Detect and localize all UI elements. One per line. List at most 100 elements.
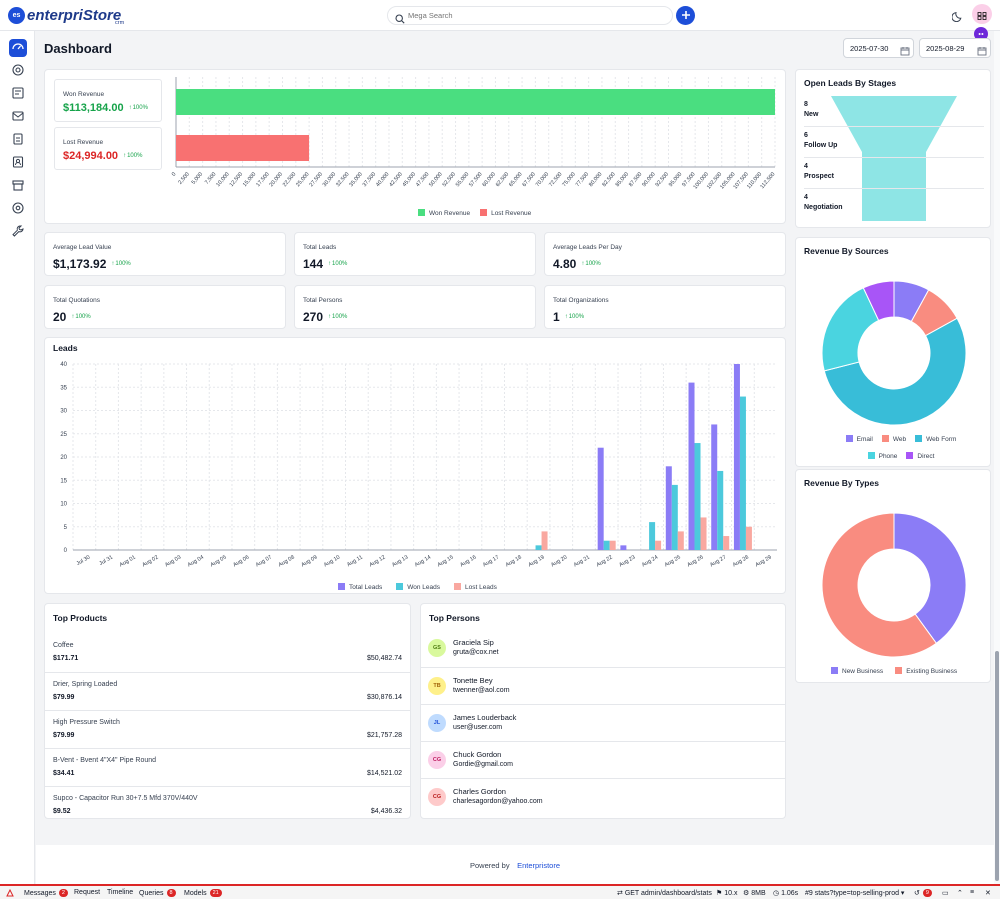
chevron-up-icon[interactable]: ⌃ (957, 890, 963, 897)
stat-value: 20 (53, 310, 67, 324)
funnel-stage: 6 Follow Up (804, 132, 984, 160)
product-row[interactable]: Supco - Capacitor Run 30+7.5 Mfd 370V/44… (45, 786, 410, 824)
x-tick-label: 70,000 (535, 171, 550, 188)
product-row[interactable]: Coffee $171.71 $50,482.74 (45, 634, 410, 672)
up-arrow-icon: ↑ (128, 105, 132, 111)
person-row[interactable]: TB Tonette Bey twenner@aol.com (421, 667, 786, 704)
close-icon[interactable]: ✕ (985, 890, 991, 897)
stage-count: 4 (804, 163, 808, 170)
date-to-field[interactable]: 2025-08-29 (919, 38, 991, 58)
person-row[interactable]: CG Chuck Gordon Gordie@gmail.com (421, 741, 786, 778)
footer-link[interactable]: Enterpristore (517, 861, 560, 870)
x-tick-label: Aug 01 (119, 555, 137, 569)
person-name: Tonette Bey (453, 676, 493, 685)
sidebar-item-settings[interactable] (9, 201, 27, 219)
mail-icon (11, 109, 25, 128)
legend-item: Web (881, 435, 906, 443)
avatar: TB (428, 677, 446, 695)
legend-total-leads: Total Leads (338, 583, 382, 591)
x-tick-label: 25,000 (295, 171, 310, 188)
x-tick-label: 40,000 (375, 171, 390, 188)
open-leads-title: Open Leads By Stages (804, 78, 897, 88)
stat-pct: 100% (568, 314, 585, 320)
leads-bar (535, 545, 542, 550)
legend-label: Existing Business (906, 668, 958, 675)
app-logo[interactable]: es enterpriStore crm (8, 5, 124, 26)
donut-slice (862, 280, 895, 322)
sidebar-item-products[interactable] (9, 178, 27, 196)
x-tick-label: 2,500 (177, 171, 190, 185)
debugbar-timeline-tab[interactable]: Timeline (107, 889, 134, 896)
debugbar-models-tab[interactable]: Models 21 (184, 889, 222, 897)
plus-icon (681, 7, 691, 25)
stage-count: 4 (804, 194, 808, 201)
person-row[interactable]: GS Graciela Sip gruta@cox.net (421, 630, 786, 667)
stage-divider (804, 126, 984, 127)
debugbar-history[interactable]: ↺ 9 (914, 889, 932, 897)
debugbar-time: ◷ 1.06s (773, 890, 799, 897)
product-row[interactable]: B-Vent - Bvent 4"X4" Pipe Round $34.41 $14… (45, 748, 410, 786)
sidebar-item-contacts[interactable] (9, 155, 27, 173)
x-tick-label: Jul 30 (76, 555, 92, 568)
x-tick-label: Aug 05 (210, 555, 228, 569)
x-tick-label: Aug 09 (300, 555, 318, 569)
x-tick-label: 32,500 (335, 171, 350, 188)
folder-icon[interactable]: ▭ (942, 890, 949, 897)
won-revenue-label: Won Revenue (63, 91, 105, 98)
debugbar-messages-tab[interactable]: Messages 2 (24, 889, 68, 897)
x-tick-label: 72,500 (548, 171, 563, 188)
top-persons-title: Top Persons (429, 613, 480, 623)
person-row[interactable]: JL James Louderback user@user.com (421, 704, 786, 741)
product-revenue: $4,436.32 (370, 808, 402, 815)
mega-search-box[interactable] (387, 6, 673, 25)
stat-value-row: 4.80 ↑ 100% (553, 257, 601, 271)
funnel-stage: 8 New (804, 101, 984, 129)
legend-item: Direct (906, 452, 934, 460)
x-tick-label: Aug 24 (641, 555, 659, 569)
stat-value: 1 (553, 310, 560, 324)
product-row[interactable]: High Pressure Switch $79.99 $21,757.28 (45, 710, 410, 748)
person-row[interactable]: CG Charles Gordon charlesagordon@yahoo.com (421, 778, 786, 815)
sidebar-item-mail[interactable] (9, 109, 27, 127)
page-scrollbar[interactable] (994, 31, 1000, 884)
x-tick-label: Aug 19 (527, 555, 545, 569)
stage-count: 6 (804, 132, 808, 139)
quote-icon (11, 86, 25, 105)
sidebar-item-activities[interactable] (9, 132, 27, 150)
x-tick-label: 90,000 (641, 171, 656, 188)
x-tick-label: Aug 23 (618, 555, 636, 569)
dark-mode-toggle[interactable] (951, 9, 964, 23)
date-from-value: 2025-07-30 (850, 44, 889, 53)
legend-swatch (895, 667, 903, 674)
product-name: B-Vent - Bvent 4"X4" Pipe Round (53, 757, 157, 764)
top-products-card: Top Products Coffee $171.71 $50,482.74 Drie… (44, 603, 411, 819)
debugbar-queries-tab[interactable]: Queries 8 (139, 889, 176, 897)
debugbar-request-select[interactable]: #9 stats?type=top-selling-prod ▾ (805, 890, 905, 897)
won-revenue-value: $113,184.00 (63, 102, 124, 114)
search-input[interactable] (408, 9, 658, 22)
apps-grid-button[interactable] (972, 4, 992, 24)
person-name: Graciela Sip (453, 638, 494, 647)
sidebar-item-dashboard[interactable] (9, 39, 27, 57)
sidebar-item-leads[interactable] (9, 63, 27, 81)
legend-label: New Business (842, 668, 884, 675)
debugbar-request-tab[interactable]: Request (74, 889, 101, 896)
debugbar-logo-icon[interactable] (5, 888, 15, 899)
x-tick-label: 62,500 (495, 171, 510, 188)
product-row[interactable]: Drier, Spring Loaded $79.99 $30,876.14 (45, 672, 410, 710)
legend-label: Web Form (926, 436, 957, 443)
quick-create-button[interactable] (676, 6, 695, 25)
menu-icon[interactable]: ≡ (970, 889, 975, 896)
search-icon (395, 11, 405, 29)
sidebar-item-configuration[interactable] (9, 224, 27, 242)
scrollbar-thumb[interactable] (995, 651, 999, 881)
person-name: James Louderback (453, 713, 517, 722)
legend-lost-leads: Lost Leads (454, 583, 497, 591)
product-revenue: $50,482.74 (366, 655, 402, 662)
types-legend: New Business Existing Business (831, 667, 957, 675)
sidebar-item-quotes[interactable] (9, 86, 27, 104)
assistant-button[interactable] (974, 27, 988, 41)
x-tick-label: Aug 15 (437, 555, 455, 569)
x-tick-label: Aug 18 (505, 555, 523, 569)
date-from-field[interactable]: 2025-07-30 (843, 38, 914, 58)
